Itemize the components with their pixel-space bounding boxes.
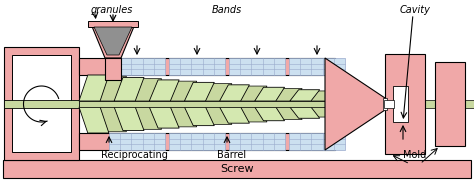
Polygon shape — [97, 107, 127, 132]
Polygon shape — [114, 107, 144, 131]
Polygon shape — [272, 89, 302, 101]
Polygon shape — [237, 107, 267, 122]
Text: Cavity: Cavity — [400, 5, 430, 15]
Bar — [289, 133, 345, 150]
Polygon shape — [202, 84, 232, 101]
Polygon shape — [91, 24, 135, 58]
Bar — [88, 21, 138, 27]
Polygon shape — [219, 85, 249, 101]
Polygon shape — [308, 107, 337, 117]
Bar — [79, 133, 335, 150]
Polygon shape — [149, 80, 179, 101]
Polygon shape — [255, 107, 284, 121]
Polygon shape — [114, 77, 144, 101]
Polygon shape — [255, 87, 284, 101]
Text: Mold: Mold — [403, 150, 427, 160]
Polygon shape — [79, 75, 109, 101]
Polygon shape — [290, 107, 320, 118]
Polygon shape — [167, 107, 197, 127]
Text: Screw: Screw — [220, 164, 254, 174]
Text: Reciprocating: Reciprocating — [100, 150, 167, 160]
Bar — [383, 98, 387, 110]
Bar — [169, 58, 225, 75]
Bar — [384, 100, 394, 108]
Polygon shape — [325, 58, 385, 150]
Bar — [79, 101, 325, 107]
Bar — [169, 133, 225, 150]
Polygon shape — [308, 91, 337, 101]
Polygon shape — [94, 27, 132, 55]
Bar — [79, 101, 325, 107]
Bar — [4, 47, 79, 160]
Polygon shape — [272, 107, 302, 119]
Bar — [4, 100, 80, 108]
Bar — [12, 55, 71, 152]
Bar — [229, 58, 285, 75]
Polygon shape — [97, 76, 127, 101]
Polygon shape — [237, 86, 267, 101]
Bar — [229, 133, 285, 150]
Bar — [3, 160, 471, 178]
Bar — [109, 133, 165, 150]
Polygon shape — [202, 107, 232, 124]
Polygon shape — [132, 107, 162, 129]
Bar — [289, 58, 345, 75]
Polygon shape — [184, 107, 214, 126]
Text: Barrel: Barrel — [218, 150, 246, 160]
Polygon shape — [219, 107, 249, 123]
Bar — [393, 86, 408, 122]
Text: Bands: Bands — [212, 5, 242, 15]
Polygon shape — [184, 82, 214, 101]
Bar — [385, 54, 425, 154]
Bar — [105, 58, 121, 80]
Bar — [435, 62, 465, 146]
Polygon shape — [132, 79, 162, 101]
Polygon shape — [149, 107, 179, 128]
Bar — [79, 58, 335, 75]
Bar — [109, 58, 165, 75]
Bar — [465, 100, 474, 108]
Bar — [385, 100, 435, 108]
Text: granules: granules — [91, 5, 133, 15]
Polygon shape — [290, 90, 320, 101]
Polygon shape — [79, 107, 109, 133]
Bar — [79, 75, 335, 133]
Polygon shape — [167, 81, 197, 101]
